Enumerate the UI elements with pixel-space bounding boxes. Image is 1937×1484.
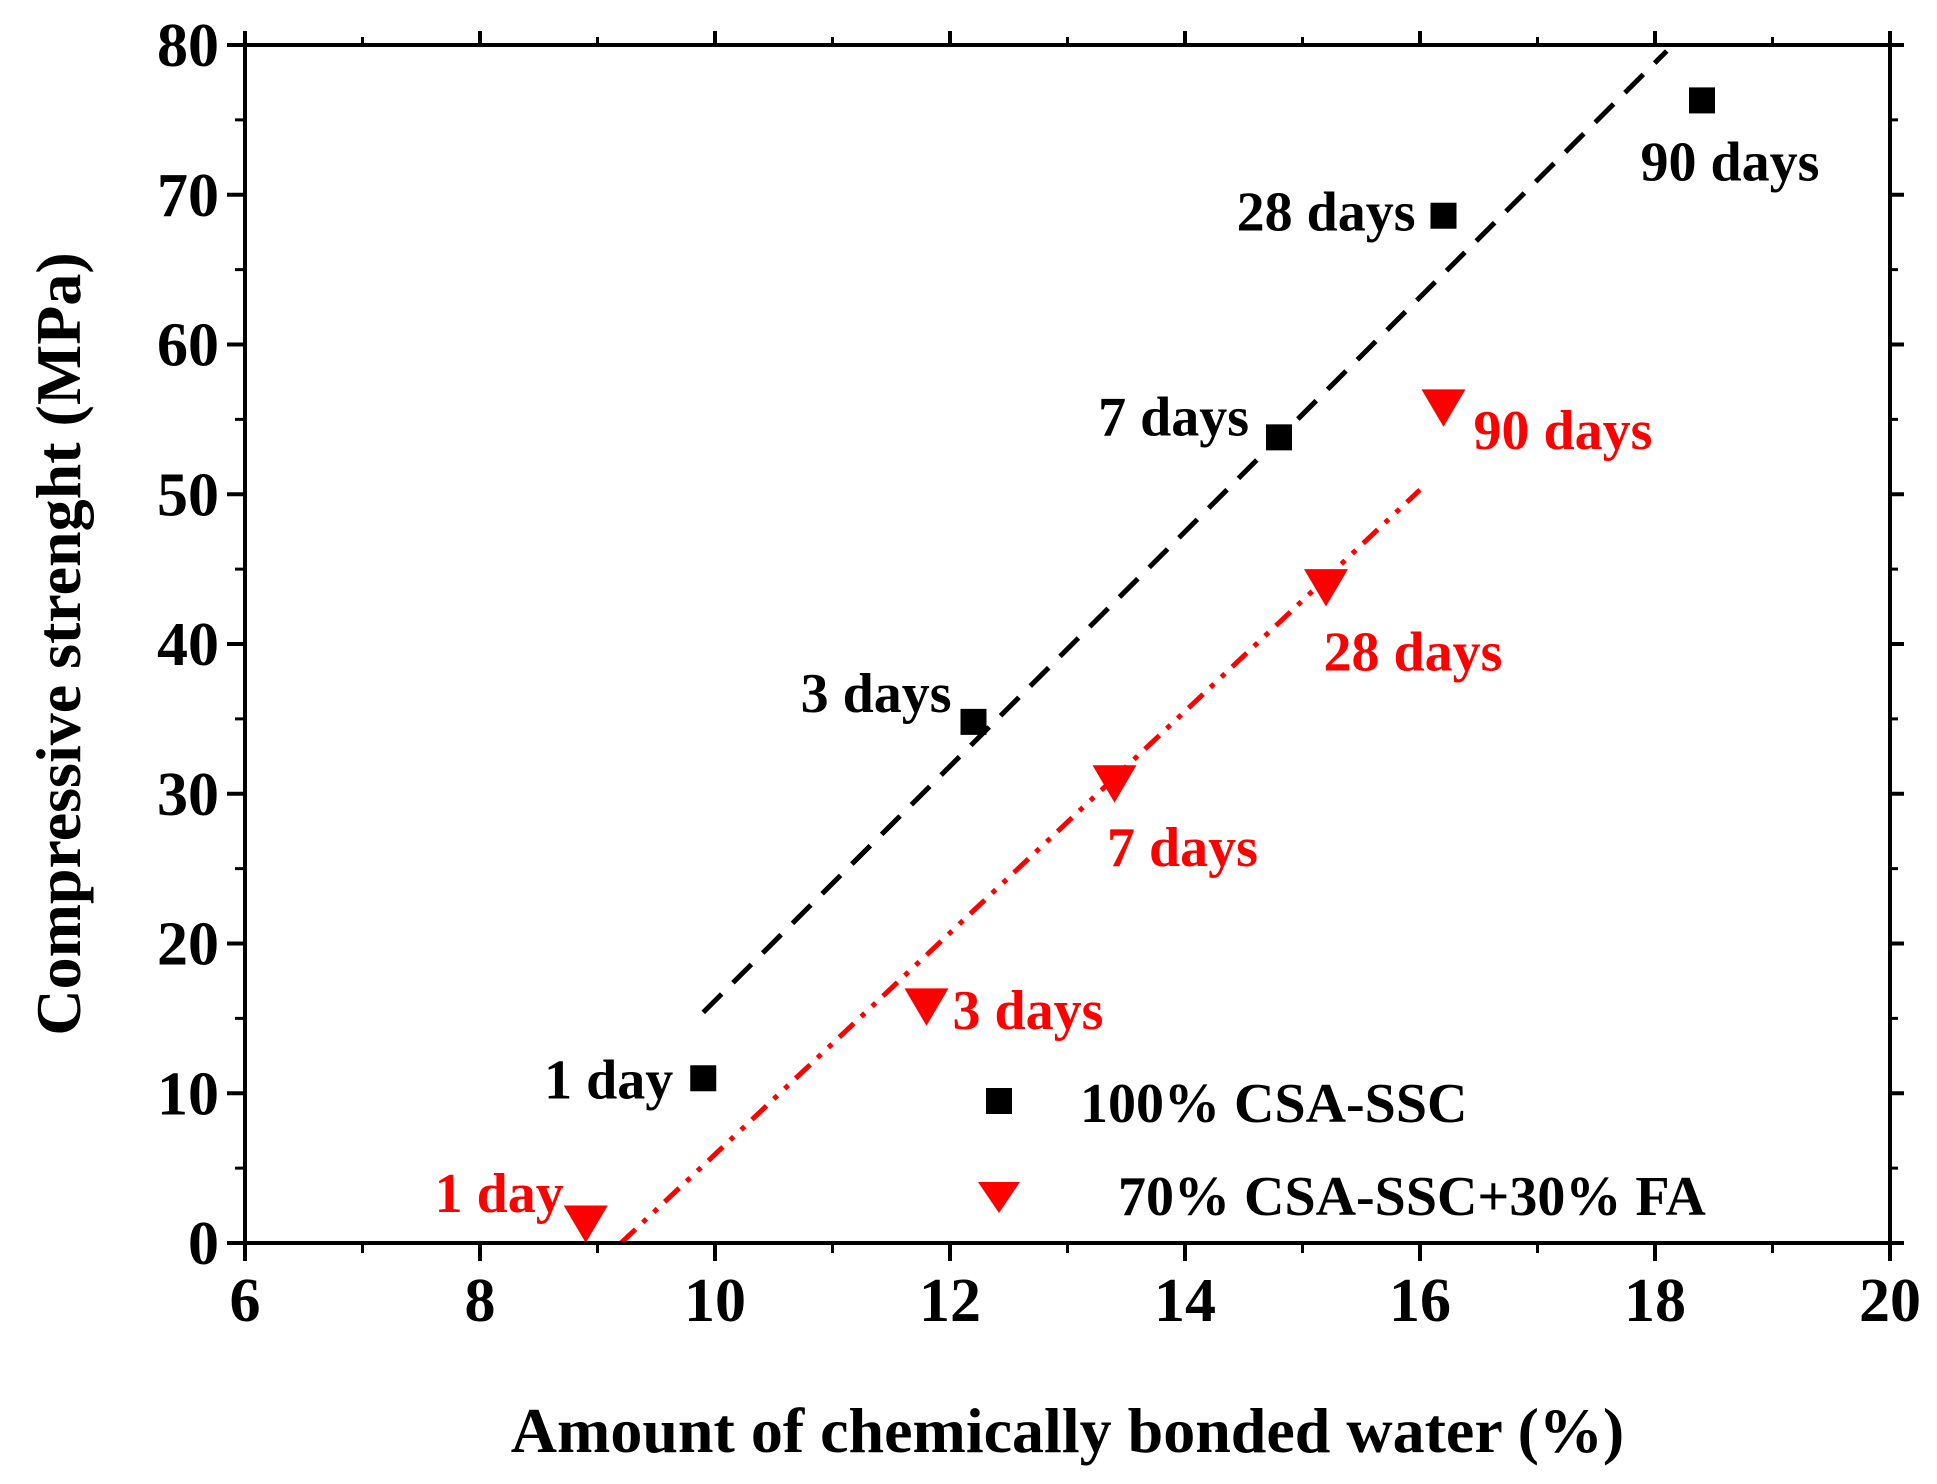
x-tick-label: 12 [919, 1267, 981, 1335]
point-label: 90 days [1474, 400, 1653, 462]
y-tick-label: 60 [157, 312, 219, 380]
data-point-triangle [1304, 569, 1348, 607]
x-tick-label: 18 [1624, 1267, 1686, 1335]
y-tick-label: 30 [157, 761, 219, 829]
data-point-square [1689, 87, 1715, 114]
point-label: 28 days [1237, 182, 1416, 244]
point-label: 7 days [1098, 386, 1249, 448]
point-label: 7 days [1107, 817, 1258, 879]
data-point-square [1266, 424, 1292, 451]
fit-lines-layer [619, 49, 1669, 1245]
points-layer [563, 87, 1715, 1243]
point-label: 28 days [1324, 622, 1503, 684]
legend-label-csa-ssc: 100% CSA-SSC [1080, 1073, 1467, 1135]
x-tick-label: 20 [1859, 1267, 1921, 1335]
legend-marker-square [986, 1088, 1012, 1114]
plot-frame [243, 43, 1892, 1245]
point-label: 90 days [1641, 131, 1820, 193]
y-tick-label: 10 [157, 1060, 219, 1128]
y-tick-label: 70 [157, 162, 219, 230]
x-tick-label: 8 [465, 1267, 496, 1335]
y-tick-label: 20 [157, 911, 219, 979]
legend-marker-triangle [978, 1182, 1020, 1213]
x-tick-label: 14 [1154, 1267, 1216, 1335]
legend: 100% CSA-SSC 70% CSA-SSC+30% FA [978, 1073, 1706, 1228]
fit-line-series-0 [701, 49, 1669, 1015]
y-axis-title: Compressive strenght (MPa) [23, 252, 94, 1035]
data-point-triangle [1092, 765, 1137, 803]
x-tick-label: 6 [230, 1267, 261, 1335]
y-tick-label: 50 [157, 461, 219, 529]
data-point-square [1430, 202, 1457, 229]
x-tick-label: 10 [684, 1267, 746, 1335]
y-tick-label: 80 [157, 12, 219, 80]
data-point-triangle [563, 1205, 608, 1243]
fit-line-series-1 [619, 487, 1422, 1245]
data-point-square [960, 708, 987, 735]
y-tick-label: 40 [157, 611, 219, 679]
point-label: 3 days [801, 663, 952, 725]
data-point-triangle [904, 988, 949, 1026]
data-point-square [690, 1065, 717, 1092]
point-labels-layer: 1 day 3 days 7 days 28 days 90 days 1 day 3 da… [435, 131, 1820, 1225]
legend-label-csa-ssc-fa: 70% CSA-SSC+30% FA [1118, 1166, 1706, 1228]
point-label: 1 day [544, 1049, 673, 1111]
x-axis-title: Amount of chemically bonded water (%) [511, 1395, 1624, 1466]
point-label: 3 days [953, 980, 1104, 1042]
data-point-triangle [1421, 389, 1466, 427]
x-tick-label: 16 [1389, 1267, 1451, 1335]
y-tick-label: 0 [188, 1210, 219, 1278]
ticks-layer: 6 8 10 12 14 16 18 20 0 10 20 30 40 50 60 70 80 [157, 12, 1921, 1335]
point-label: 1 day [435, 1163, 564, 1225]
